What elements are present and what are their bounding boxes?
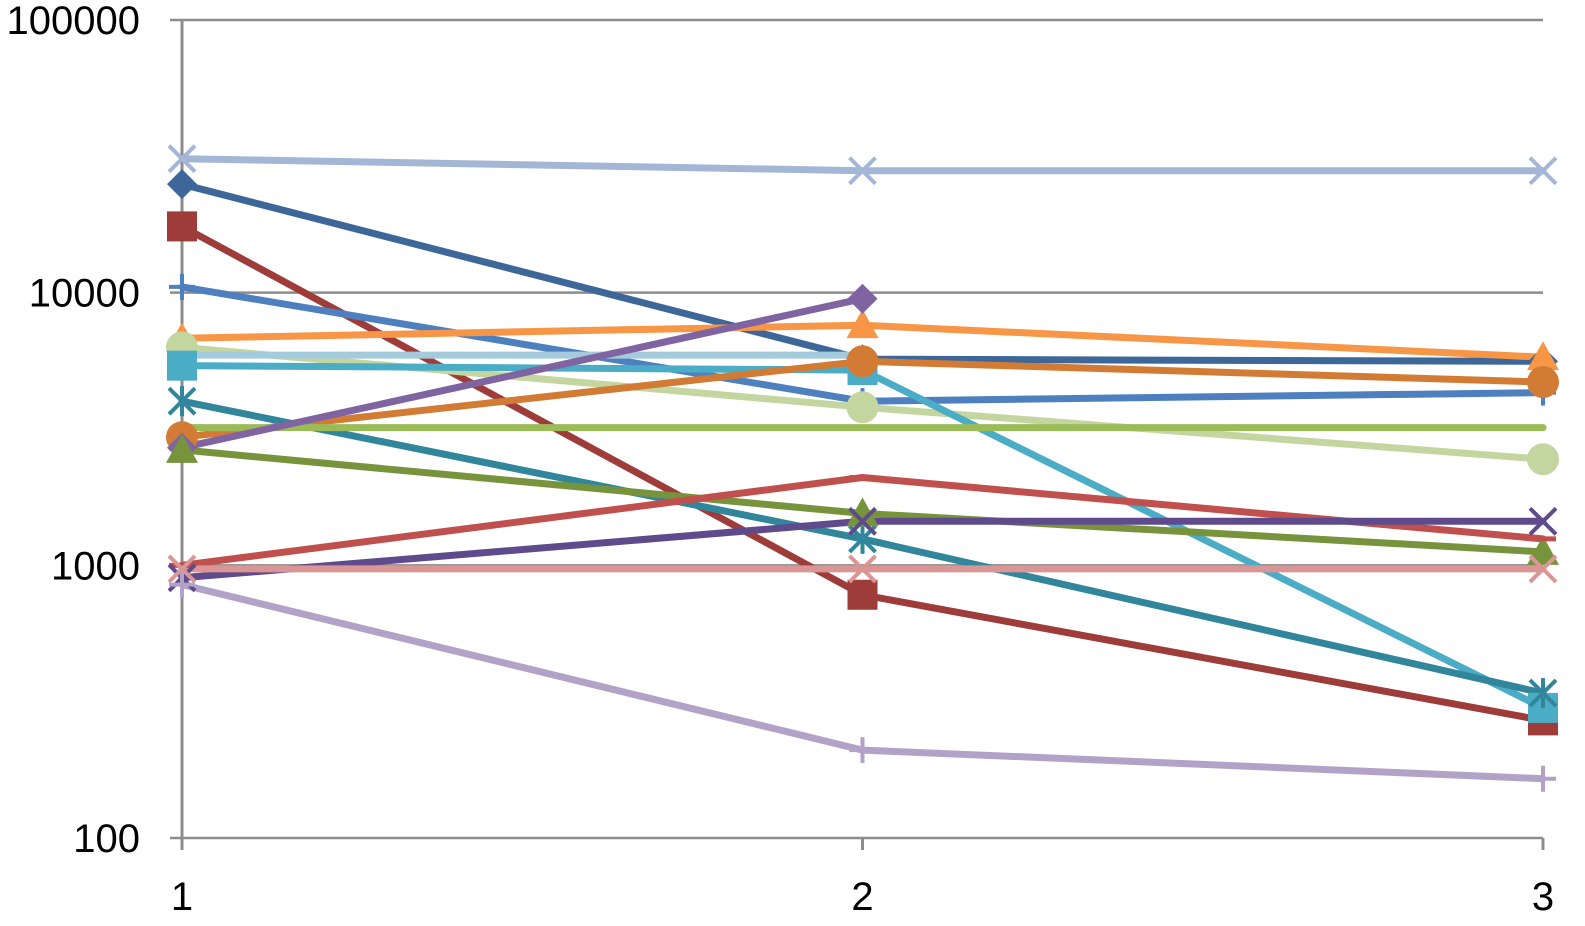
data-point-marker <box>847 283 878 314</box>
series-group <box>178 155 1547 783</box>
data-point-marker <box>1527 535 1559 565</box>
markers-group <box>166 144 1559 792</box>
data-point-marker <box>1530 765 1556 792</box>
y-tick-label: 100 <box>73 817 140 861</box>
x-tick-label: 2 <box>851 875 873 919</box>
axes <box>180 20 1545 850</box>
data-point-marker <box>1527 366 1559 399</box>
data-point-marker <box>167 169 197 200</box>
data-point-marker <box>847 579 878 610</box>
data-point-marker <box>169 273 195 300</box>
data-point-marker <box>1527 443 1559 476</box>
data-point-marker <box>167 554 197 584</box>
x-tick-label: 1 <box>171 875 193 919</box>
data-point-marker <box>846 345 879 378</box>
data-point-marker <box>1528 506 1558 536</box>
data-point-marker <box>167 211 197 242</box>
data-point-marker <box>167 144 197 174</box>
data-point-marker <box>167 350 197 381</box>
data-point-marker <box>1528 156 1558 186</box>
data-point-marker <box>167 386 197 417</box>
data-point-marker <box>846 391 879 424</box>
data-point-marker <box>166 433 198 463</box>
y-tick-label: 1000 <box>51 544 140 588</box>
data-point-marker <box>848 156 877 186</box>
data-point-marker <box>849 737 876 764</box>
data-point-marker <box>1528 678 1558 709</box>
data-point-marker <box>1527 341 1559 371</box>
data-point-marker <box>1528 554 1558 584</box>
data-point-marker <box>169 571 195 598</box>
data-point-marker <box>846 309 879 339</box>
tick-labels: 100 1000 10000 100000 1 2 3 <box>7 0 1555 919</box>
y-tick-label: 10000 <box>29 272 140 316</box>
x-tick-label: 3 <box>1532 875 1554 919</box>
data-point-marker <box>848 554 877 584</box>
data-point-marker <box>846 497 879 527</box>
y-tick-label: 100000 <box>7 0 140 43</box>
series-line-12 <box>178 295 866 452</box>
data-point-marker <box>848 506 877 536</box>
